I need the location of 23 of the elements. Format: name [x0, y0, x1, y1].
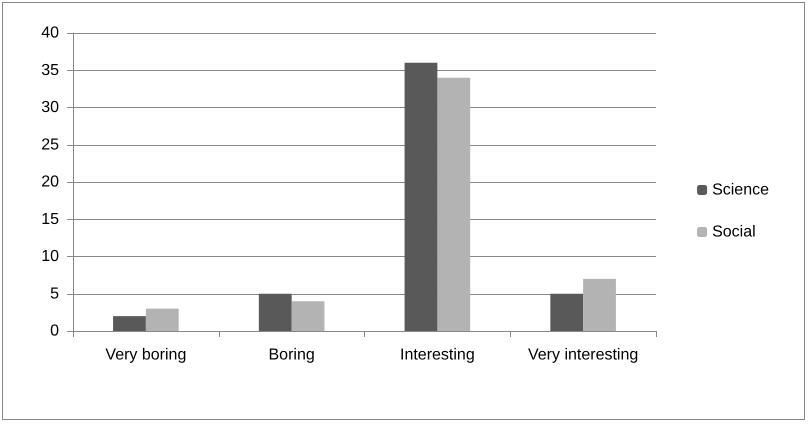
legend-label: Social [712, 224, 756, 240]
x-tick-label: Boring [268, 346, 315, 364]
x-tick-label: Very interesting [528, 346, 638, 364]
bar [583, 278, 616, 331]
legend-label: Science [712, 182, 770, 198]
bar [113, 316, 146, 331]
y-tick-label: 15 [41, 210, 60, 228]
y-tick-label: 20 [41, 174, 60, 190]
bar [404, 62, 438, 331]
x-tick-label: Interesting [400, 346, 475, 364]
y-tick-label: 30 [41, 99, 60, 116]
bar [292, 301, 324, 331]
bar [437, 78, 470, 331]
bar [258, 294, 292, 331]
y-tick-label: 0 [50, 322, 60, 340]
y-tick-label: 25 [41, 136, 60, 154]
y-tick-label: 35 [41, 62, 60, 79]
x-tick-label: Very boring [105, 346, 186, 364]
bar [146, 308, 179, 331]
y-tick-label: 10 [41, 248, 60, 265]
y-tick-label: 40 [41, 24, 60, 42]
bar [550, 294, 584, 331]
y-tick-label: 5 [50, 285, 60, 302]
